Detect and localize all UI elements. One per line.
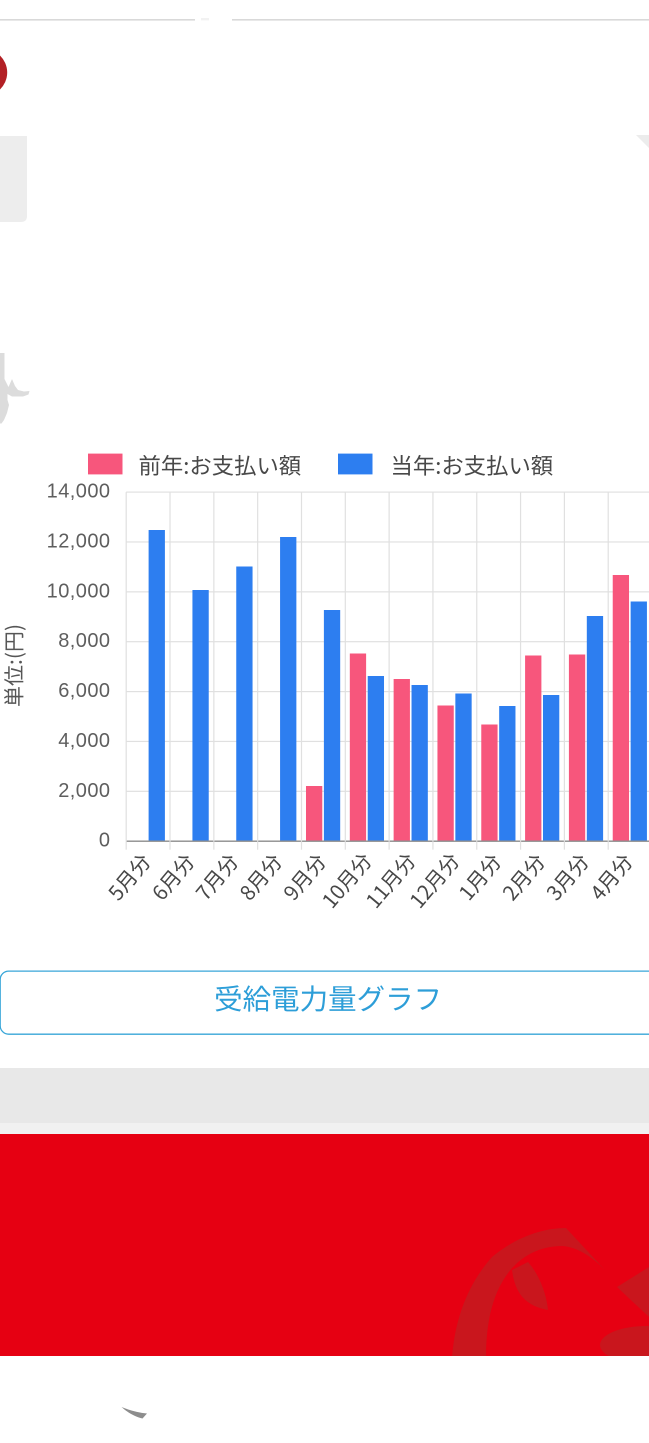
svg-text:0: 0 xyxy=(99,830,111,852)
svg-text:10,000: 10,000 xyxy=(47,580,111,602)
svg-text:14,000: 14,000 xyxy=(47,481,111,503)
svg-text:8,000: 8,000 xyxy=(58,630,110,652)
svg-text:4,000: 4,000 xyxy=(58,730,110,752)
svg-text:6,000: 6,000 xyxy=(58,680,110,702)
svg-text:12,000: 12,000 xyxy=(47,531,111,553)
svg-text:2,000: 2,000 xyxy=(58,780,110,802)
